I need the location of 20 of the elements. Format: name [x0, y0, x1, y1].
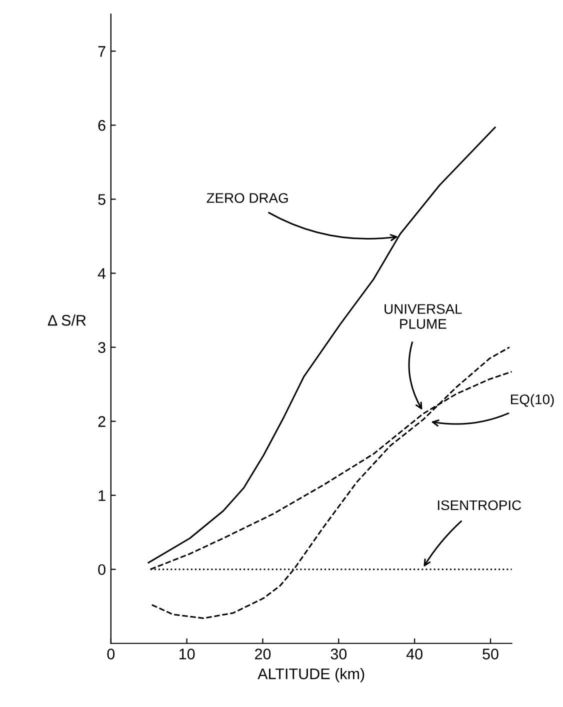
annotation: ISENTROPIC [438, 500, 522, 510]
y-tick-label: 0 [98, 564, 106, 576]
y-tick-label: 5 [98, 194, 106, 205]
y-tick-label: 1 [98, 490, 106, 501]
annotation: ZERO DRAG [206, 193, 288, 203]
x-tick-label: 0 [107, 648, 115, 660]
y-tick-label: 6 [98, 120, 106, 131]
x-tick-label: 10 [180, 648, 195, 660]
annotation: UNIVERSAL PLUME [384, 304, 462, 329]
annotation: EQ(10) [511, 394, 554, 408]
y-tick-label: 4 [98, 268, 106, 279]
x-tick-label: 20 [255, 648, 271, 660]
y-tick-label: 2 [98, 416, 106, 427]
x-tick-label: 30 [330, 648, 347, 660]
y-tick-label: 7 [98, 46, 106, 57]
y-tick-label: 3 [98, 342, 106, 353]
x-tick-label: 40 [406, 648, 422, 660]
x-tick-label: 50 [482, 648, 498, 660]
x-axis-title: ALTITUDE (km) [258, 668, 364, 682]
y-axis-title: Δ S/R [48, 314, 86, 326]
